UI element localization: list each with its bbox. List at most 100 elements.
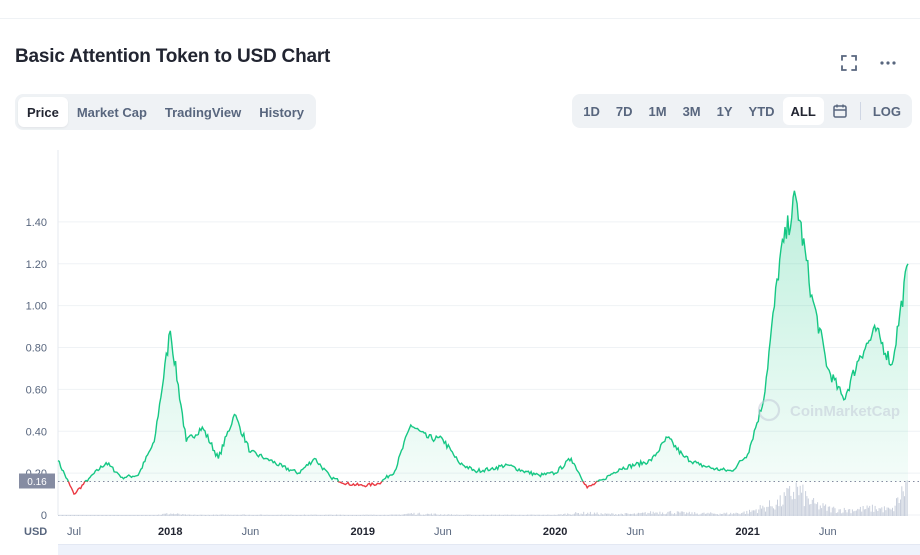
volume-bar xyxy=(690,514,692,516)
volume-bar xyxy=(418,512,420,516)
volume-bar xyxy=(855,510,857,516)
volume-bar xyxy=(481,514,483,516)
volume-bar xyxy=(433,513,435,516)
x-tick-label: Jun xyxy=(819,526,837,538)
volume-bar xyxy=(406,513,408,516)
volume-bar xyxy=(524,515,526,516)
y-axis-ticks: 00.200.400.600.801.001.201.40 xyxy=(26,217,47,522)
volume-bar xyxy=(270,515,272,516)
volume-bar xyxy=(691,512,693,516)
volume-bar xyxy=(894,505,896,516)
range-1m-button[interactable]: 1M xyxy=(648,103,667,119)
volume-bar xyxy=(350,515,352,516)
volume-bar xyxy=(896,498,897,516)
volume-bar xyxy=(497,514,499,516)
tab-tradingview[interactable]: TradingView xyxy=(164,104,242,120)
volume-bar xyxy=(66,515,67,516)
volume-bar xyxy=(333,515,335,516)
volume-bar xyxy=(628,514,630,516)
volume-bar xyxy=(569,514,571,516)
fullscreen-icon[interactable] xyxy=(838,52,860,74)
volume-bar xyxy=(374,515,376,516)
volume-bar xyxy=(901,486,903,516)
volume-bar xyxy=(290,514,292,516)
volume-bar xyxy=(806,496,808,516)
volume-bar xyxy=(583,511,585,516)
volume-bar xyxy=(255,515,257,516)
volume-bar xyxy=(175,514,177,516)
volume-bar xyxy=(182,514,184,516)
volume-bar xyxy=(349,515,351,516)
tab-history[interactable]: History xyxy=(259,104,305,120)
volume-bar xyxy=(831,507,833,516)
range-7d-button[interactable]: 7D xyxy=(615,103,633,119)
volume-bar xyxy=(782,504,784,516)
price-chart[interactable]: 00.200.400.600.801.001.201.40 Jul2018Jun… xyxy=(0,140,920,540)
volume-bar xyxy=(237,514,239,516)
volume-bar xyxy=(905,482,907,516)
volume-bar xyxy=(714,513,716,516)
volume-bar xyxy=(229,515,231,516)
volume-bar xyxy=(724,513,726,516)
volume-bar xyxy=(608,513,610,516)
volume-bar xyxy=(549,515,551,516)
volume-bar xyxy=(484,515,486,516)
volume-bar xyxy=(614,515,615,516)
calendar-icon[interactable] xyxy=(824,97,856,125)
volume-bar xyxy=(454,515,456,516)
volume-bar xyxy=(821,508,823,516)
log-scale-button[interactable]: LOG xyxy=(872,103,901,119)
volume-bar xyxy=(345,515,347,516)
volume-bar xyxy=(251,515,253,516)
volume-bar xyxy=(504,514,506,516)
volume-bar xyxy=(790,495,792,516)
volume-bar xyxy=(279,515,281,516)
volume-bar xyxy=(587,512,589,516)
range-3m-button[interactable]: 3M xyxy=(682,103,701,119)
range-1d-button[interactable]: 1D xyxy=(583,103,600,119)
volume-bar xyxy=(416,514,418,516)
volume-bar xyxy=(902,491,904,516)
volume-bar xyxy=(698,514,700,516)
volume-bar xyxy=(726,512,728,516)
volume-bar xyxy=(597,514,599,516)
volume-bar xyxy=(499,514,500,516)
range-1y-button[interactable]: 1Y xyxy=(716,103,733,119)
volume-bar xyxy=(319,515,321,516)
volume-bar xyxy=(102,515,104,516)
volume-bar xyxy=(274,515,276,516)
more-horizontal-icon[interactable] xyxy=(877,52,899,74)
volume-bar xyxy=(385,515,387,516)
volume-bar xyxy=(843,507,845,516)
volume-bar xyxy=(783,492,785,516)
volume-bar xyxy=(68,515,70,516)
volume-bar xyxy=(595,513,597,516)
volume-bar xyxy=(881,507,883,516)
volume-bar xyxy=(557,514,559,516)
volume-bar xyxy=(473,515,475,516)
range-ytd-button[interactable]: YTD xyxy=(748,103,775,119)
volume-bar xyxy=(79,515,81,516)
tab-market-cap[interactable]: Market Cap xyxy=(76,104,147,120)
volume-bar xyxy=(739,514,741,516)
volume-bar xyxy=(205,515,206,516)
page-top-divider xyxy=(0,0,920,19)
volume-bar xyxy=(620,513,622,516)
volume-bar xyxy=(95,515,97,516)
range-all-button[interactable]: ALL xyxy=(782,97,824,125)
volume-bar xyxy=(266,514,268,516)
volume-bar xyxy=(718,514,720,516)
x-tick-label: Jun xyxy=(626,526,644,538)
volume-bar xyxy=(588,513,590,516)
volume-bar xyxy=(136,515,138,516)
volume-bar xyxy=(798,495,800,516)
tab-price[interactable]: Price xyxy=(18,97,68,127)
volume-bar xyxy=(700,513,702,516)
volume-bar xyxy=(222,514,224,516)
volume-bar xyxy=(150,515,152,516)
volume-bar xyxy=(356,515,357,516)
volume-bar xyxy=(475,515,476,516)
volume-bar xyxy=(483,514,484,516)
volume-bar xyxy=(607,513,609,516)
chart-range-scrollbar[interactable] xyxy=(58,544,920,555)
